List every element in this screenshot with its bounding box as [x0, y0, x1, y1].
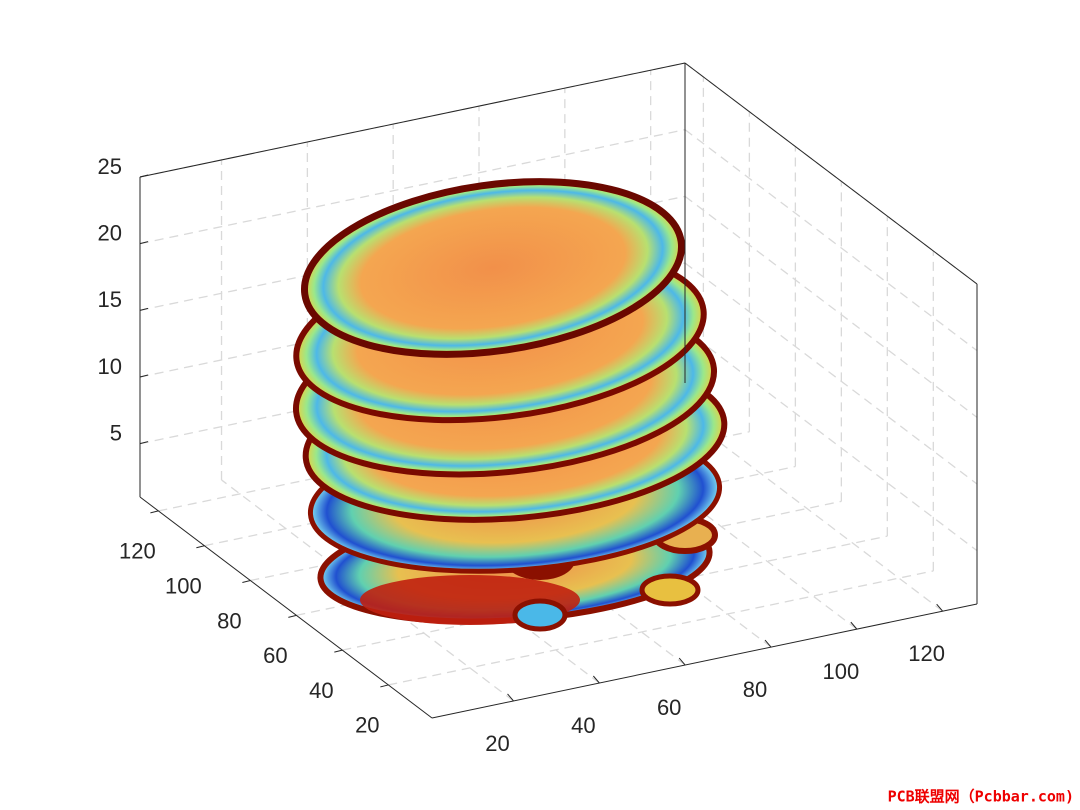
grid-line	[684, 329, 978, 552]
x-tick-label: 60	[657, 695, 681, 720]
y-tick	[150, 510, 159, 514]
z-tick	[139, 307, 149, 311]
grid-line	[139, 129, 686, 245]
y-tick-label: 20	[355, 713, 379, 738]
x-tick	[592, 675, 600, 684]
grid-line	[684, 195, 978, 418]
z-tick	[139, 241, 149, 245]
axis-edge	[139, 496, 433, 719]
y-tick-label: 100	[165, 574, 202, 599]
y-tick-label: 60	[263, 643, 287, 668]
y-tick-label: 80	[217, 608, 241, 633]
z-tick-label: 5	[110, 420, 122, 445]
y-tick	[196, 545, 205, 549]
x-tick	[936, 603, 944, 612]
x-tick	[850, 621, 858, 630]
y-tick	[380, 684, 389, 688]
grid-line	[684, 262, 978, 485]
x-tick-label: 40	[571, 713, 595, 738]
mri-slices	[292, 178, 728, 632]
y-tick-label: 40	[309, 678, 333, 703]
x-tick-label: 20	[485, 731, 509, 756]
watermark: PCB联盟网（Pcbbar.com)	[888, 788, 1074, 806]
y-tick	[288, 614, 297, 618]
z-tick	[139, 174, 149, 178]
x-tick	[507, 693, 514, 702]
grid-line	[684, 129, 978, 352]
y-tick-label: 120	[119, 539, 156, 564]
z-tick	[139, 441, 149, 445]
x-tick	[678, 657, 686, 666]
grid-line	[388, 570, 934, 686]
x-tick-label: 120	[908, 641, 945, 666]
z-tick-label: 25	[98, 154, 122, 179]
x-tick-label: 80	[743, 677, 767, 702]
y-tick	[334, 649, 343, 653]
z-tick-label: 20	[98, 220, 122, 245]
z-tick	[139, 374, 149, 378]
x-tick	[764, 639, 772, 648]
axis-edge	[684, 62, 978, 285]
axis-edge	[139, 62, 686, 178]
z-tick-label: 15	[98, 287, 122, 312]
z-tick-label: 10	[98, 354, 122, 379]
y-tick	[242, 580, 251, 584]
axis-edge	[431, 603, 978, 719]
x-tick-label: 100	[822, 659, 859, 684]
